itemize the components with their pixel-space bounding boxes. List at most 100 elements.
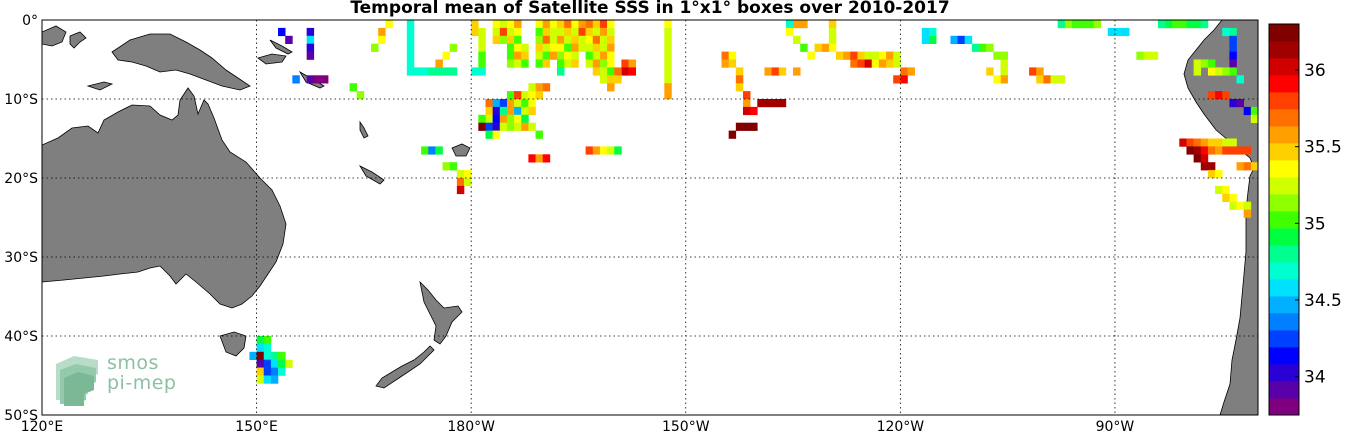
sss-cell [514, 35, 522, 44]
sss-cell [628, 59, 636, 68]
sss-cell [421, 146, 429, 155]
sss-cell [1243, 209, 1252, 218]
sss-cell [1050, 75, 1059, 84]
sss-cell [456, 185, 465, 195]
colorbar-segment [1269, 347, 1299, 365]
logo-mark-icon [56, 356, 98, 406]
sss-cell [564, 35, 572, 44]
sss-cell [1215, 67, 1223, 76]
sss-cell [521, 114, 529, 123]
sss-cell [521, 51, 529, 60]
sss-cell [607, 43, 615, 52]
sss-cell [521, 91, 529, 100]
sss-cell [306, 75, 315, 84]
sss-cell [592, 51, 601, 60]
sss-cell [1215, 185, 1223, 195]
colorbar [1268, 23, 1300, 416]
sss-cell [1243, 201, 1252, 210]
sss-cell [485, 114, 493, 123]
sss-cell [499, 35, 508, 44]
sss-cell [664, 91, 672, 100]
sss-cell [928, 27, 937, 37]
sss-cell [306, 27, 315, 37]
y-axis: 0° 10°S 20°S 30°S 40°S 50°S [4, 13, 38, 424]
sss-cell [506, 51, 515, 60]
sss-cell [735, 75, 744, 84]
sss-cell [506, 99, 515, 108]
sss-cell [728, 59, 737, 68]
sss-cell [1172, 20, 1180, 29]
sss-cell [1229, 43, 1237, 52]
sss-cell [1072, 20, 1080, 29]
sss-cell [742, 106, 751, 116]
sss-cell [549, 20, 558, 29]
sss-cell [535, 91, 543, 100]
sss-cell [878, 51, 887, 60]
sss-cell [607, 67, 615, 76]
sss-cell [900, 75, 908, 84]
x-tick-label: 120°E [21, 419, 64, 435]
sss-cell [1186, 146, 1194, 155]
sss-cell [499, 27, 508, 37]
sss-cell [278, 27, 286, 37]
colorbar-segment [1269, 41, 1299, 59]
sss-cell [599, 27, 608, 37]
sss-cell [485, 106, 493, 116]
sss-cell [535, 51, 543, 60]
sss-cell [1207, 162, 1216, 171]
sss-cell [607, 35, 615, 44]
land-borneo-edge [42, 25, 67, 47]
sss-cell [1243, 146, 1252, 155]
sss-cell [478, 114, 486, 123]
colorbar-segment [1269, 177, 1299, 195]
sss-cell [971, 43, 980, 52]
sss-cell [735, 67, 744, 76]
sss-cell [528, 83, 536, 92]
land-tasmania [219, 331, 247, 357]
sss-cell [979, 43, 987, 52]
sss-cell [1036, 75, 1044, 84]
sss-cell [1000, 59, 1008, 68]
sss-cell [256, 367, 265, 376]
sss-cell [993, 75, 1001, 84]
sss-cell [406, 59, 415, 68]
sss-cell [256, 375, 265, 384]
chart-title: Temporal mean of Satellite SSS in 1°x1° … [350, 0, 950, 18]
colorbar-segment [1269, 262, 1299, 280]
sss-cell [306, 35, 315, 44]
sss-cell [514, 59, 522, 68]
sss-cell [585, 20, 594, 29]
sss-cell [485, 99, 493, 108]
sss-cell [478, 43, 486, 52]
sss-cell [557, 43, 565, 52]
sss-cell [721, 59, 729, 68]
colorbar-segment [1269, 126, 1299, 144]
sss-cell [1086, 20, 1094, 29]
sss-cell [1222, 146, 1230, 155]
sss-cell [542, 59, 551, 68]
sss-cell [957, 35, 966, 44]
sss-cell [771, 99, 780, 108]
sss-cell [549, 51, 558, 60]
sss-cell [535, 130, 543, 139]
sss-cell [857, 51, 865, 60]
sss-cell [521, 106, 529, 116]
sss-cell [585, 35, 594, 44]
sss-cell [1243, 106, 1252, 116]
colorbar-tick-label: 34 [1304, 368, 1326, 388]
grid-lines [42, 20, 1258, 415]
sss-cell [442, 162, 451, 171]
sss-cell [270, 351, 279, 360]
colorbar-segment [1269, 279, 1299, 297]
sss-cell [278, 351, 286, 360]
sss-cell [428, 146, 436, 155]
sss-cell [921, 35, 930, 44]
x-tick-label: 150°W [662, 419, 710, 435]
sss-cell [449, 162, 458, 171]
sss-cell [406, 51, 415, 60]
sss-cell [514, 91, 522, 100]
sss-cell [785, 27, 794, 37]
sss-cell [256, 336, 265, 345]
y-tick-label: 40°S [4, 329, 38, 345]
sss-cell [492, 130, 501, 139]
